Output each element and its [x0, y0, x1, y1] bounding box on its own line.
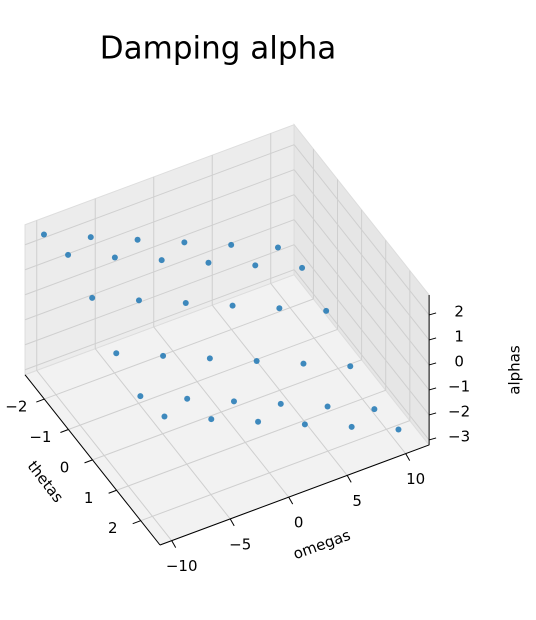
x-tick-label: 1 [84, 489, 94, 507]
grid-line [293, 244, 430, 416]
grid-line [293, 194, 430, 366]
z-tick-label: −1 [448, 377, 470, 395]
grid-line [24, 244, 295, 346]
y-tick-label: 5 [352, 492, 362, 510]
grid-line [92, 359, 362, 461]
y-tick-label: −10 [166, 557, 198, 575]
x-tick [84, 459, 93, 464]
z-tick [428, 412, 437, 416]
point [111, 254, 118, 261]
z-tick-label: 0 [454, 352, 464, 370]
grid-line [293, 144, 430, 316]
z-tick [428, 387, 437, 391]
point [208, 416, 215, 423]
point [206, 355, 213, 362]
point [323, 307, 330, 314]
x-tick-label: −2 [5, 398, 27, 416]
point [65, 251, 72, 258]
y-tick [171, 540, 177, 548]
point [184, 395, 191, 402]
grid-line [293, 169, 430, 341]
x-tick [132, 520, 141, 525]
panes [24, 123, 430, 546]
point [252, 262, 259, 269]
grid-line [293, 269, 430, 441]
x-tick [60, 429, 69, 433]
point [135, 297, 142, 304]
x-tick [108, 489, 117, 494]
y-tick [346, 475, 352, 483]
y-tick [405, 453, 411, 461]
point [229, 302, 236, 309]
axis-line [159, 444, 430, 546]
x-tick-label: 0 [60, 458, 70, 476]
grid-line [116, 389, 386, 491]
grid-line [153, 326, 290, 498]
grid-line [68, 328, 338, 430]
point [134, 236, 141, 243]
grid [24, 133, 430, 541]
point [255, 418, 262, 425]
z-tick [428, 337, 437, 341]
point [347, 363, 354, 370]
grid-line [24, 144, 295, 246]
z-axis-label: alphas [506, 345, 524, 395]
x-tick-label: 2 [108, 519, 118, 537]
point [160, 352, 167, 359]
grid-line [24, 269, 295, 371]
chart-title: Damping alpha [100, 31, 336, 67]
points [40, 231, 402, 433]
point [182, 300, 189, 307]
z-tick-label: −2 [448, 402, 470, 420]
point [137, 393, 144, 400]
point [371, 406, 378, 413]
point [161, 413, 168, 420]
y-tick-label: 10 [406, 470, 425, 488]
z-tick [428, 312, 437, 316]
grid-line [24, 219, 295, 321]
point [274, 244, 281, 251]
grid-line [140, 420, 410, 522]
axis-line [24, 374, 161, 546]
grid-line [24, 194, 295, 296]
y-tick-label: −5 [229, 535, 251, 553]
point [300, 360, 307, 367]
point [113, 350, 120, 357]
point [89, 294, 96, 301]
grid-line [270, 283, 407, 454]
point [228, 241, 235, 248]
point [324, 403, 331, 410]
grid-line [36, 370, 173, 541]
point [40, 231, 47, 238]
z-tick [428, 437, 437, 441]
point [277, 400, 284, 407]
grid-line [293, 219, 430, 391]
y-tick [288, 496, 294, 505]
x-tick [36, 398, 45, 403]
point [299, 264, 306, 271]
point [276, 305, 283, 312]
point [205, 259, 212, 266]
point [395, 426, 402, 433]
grid-line [94, 348, 231, 520]
z-tick-label: 2 [454, 302, 464, 320]
y-tick-label: 0 [294, 514, 304, 532]
z-tick [428, 362, 437, 366]
x-tick-label: −1 [29, 428, 51, 446]
grid-line [211, 304, 348, 476]
y-tick [229, 518, 235, 527]
point [230, 398, 237, 405]
grid-line [44, 298, 314, 400]
point [253, 358, 260, 365]
point [181, 239, 188, 246]
point [158, 257, 165, 264]
z-tick-label: 1 [454, 327, 464, 345]
point [301, 421, 308, 428]
z-tick-label: −3 [448, 427, 470, 445]
point [348, 423, 355, 430]
point [87, 234, 94, 241]
